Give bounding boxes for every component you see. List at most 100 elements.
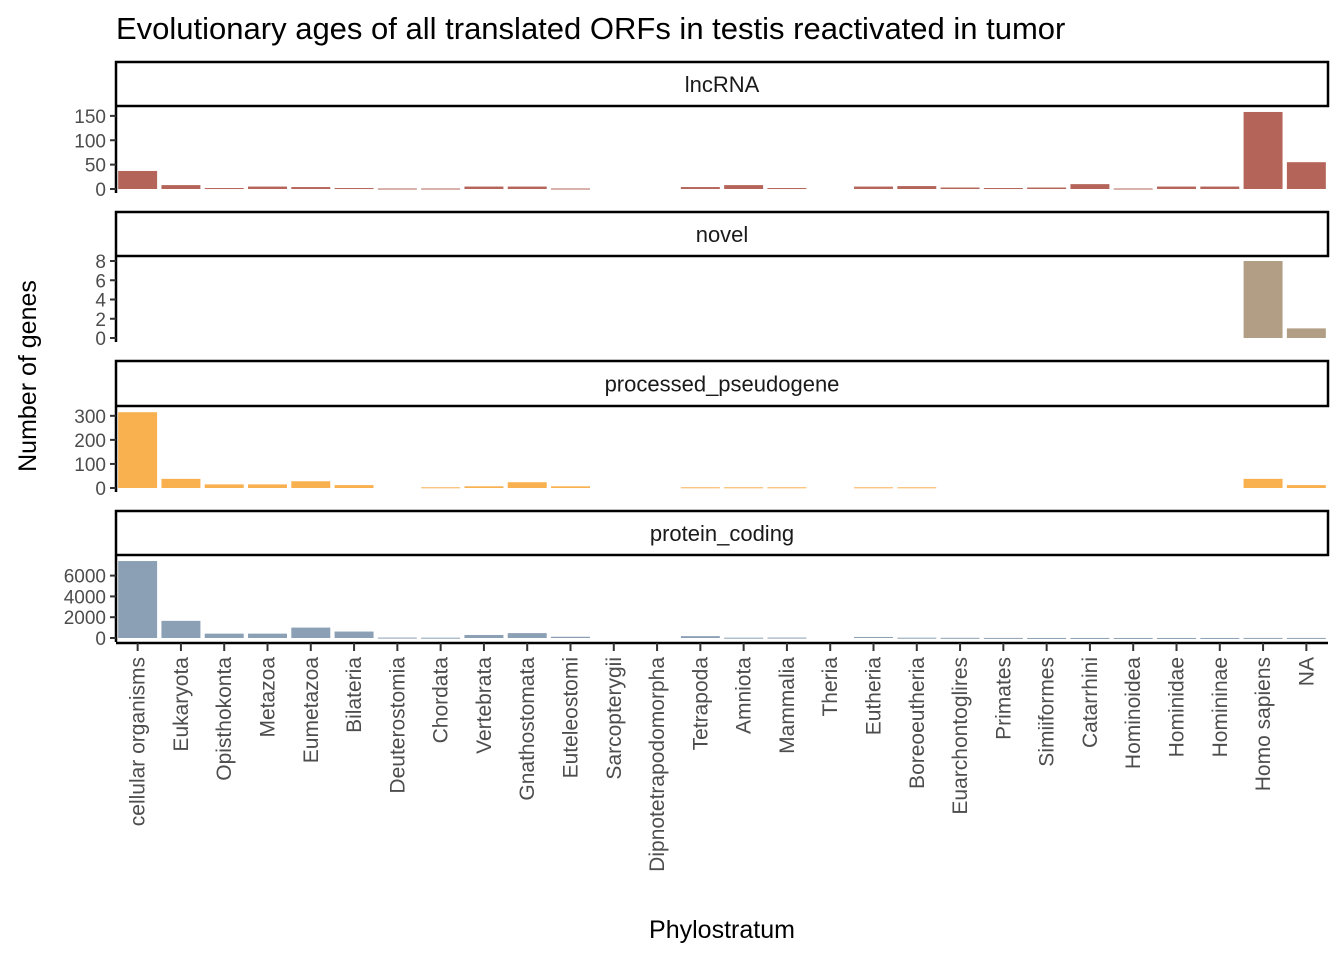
bar-lncRNA-Catarrhini <box>1070 184 1110 190</box>
bar-lncRNA-Euarchontoglires <box>940 187 980 189</box>
x-tick-label: Primates <box>992 657 1015 740</box>
bar-protein_coding-Eukaryota <box>161 620 201 638</box>
x-tick-label: Hominidae <box>1166 657 1189 757</box>
y-tick-label: 0 <box>95 479 106 500</box>
bar-protein_coding-Homininae <box>1200 637 1240 639</box>
bar-processed_pseudogene-Homo-sapiens <box>1243 478 1283 488</box>
x-tick-label: Sarcopterygii <box>603 657 626 780</box>
bar-protein_coding-Euarchontoglires <box>940 637 980 639</box>
x-tick-label: cellular organisms <box>127 657 150 826</box>
y-axis-title: Number of genes <box>14 280 42 472</box>
facet-strip-label: lncRNA <box>685 72 760 97</box>
y-tick-label: 100 <box>74 455 106 476</box>
bar-protein_coding-Primates <box>983 637 1023 639</box>
bar-protein_coding-Chordata <box>421 637 461 639</box>
x-tick-label: Bilateria <box>343 657 366 733</box>
x-tick-label: Theria <box>819 657 842 717</box>
y-tick-label: 2 <box>95 310 106 331</box>
facet-strip <box>114 359 1330 408</box>
bar-novel-NA <box>1286 328 1326 339</box>
facet-strip <box>114 509 1330 557</box>
y-tick-label: 4 <box>95 291 106 312</box>
bar-protein_coding-Vertebrata <box>464 634 504 638</box>
x-axis-title: Phylostratum <box>649 916 795 944</box>
bar-lncRNA-Gnathostomata <box>507 186 547 189</box>
bar-processed_pseudogene-Gnathostomata <box>507 482 547 488</box>
bar-lncRNA-Primates <box>983 188 1023 190</box>
bar-processed_pseudogene-Eukaryota <box>161 478 201 488</box>
facet-strip-label: protein_coding <box>650 521 794 546</box>
bar-lncRNA-Mammalia <box>767 188 807 190</box>
bar-lncRNA-Eukaryota <box>161 185 201 189</box>
bar-protein_coding-Euteleostomi <box>551 636 590 638</box>
y-tick-label: 0 <box>95 180 106 201</box>
y-tick-label: 8 <box>95 252 106 273</box>
bar-processed_pseudogene-Metazoa <box>248 484 287 488</box>
bar-processed_pseudogene-Amniota <box>724 487 764 489</box>
bar-processed_pseudogene-Bilateria <box>334 485 374 488</box>
x-tick-label: Homo sapiens <box>1252 657 1275 791</box>
bar-protein_coding-Bilateria <box>334 631 374 638</box>
bar-processed_pseudogene-Tetrapoda <box>680 487 720 489</box>
bar-lncRNA-Boreoeutheria <box>897 186 937 189</box>
bar-protein_coding-Simiiformes <box>1027 637 1067 639</box>
x-tick-label: Tetrapoda <box>689 657 712 751</box>
bar-lncRNA-Simiiformes <box>1027 187 1067 189</box>
bar-processed_pseudogene-Euteleostomi <box>551 486 590 488</box>
bar-lncRNA-Tetrapoda <box>680 187 720 189</box>
y-tick-label: 6000 <box>64 567 106 588</box>
x-tick-label: Metazoa <box>257 657 280 738</box>
facet-strip-label: processed_pseudogene <box>605 372 840 397</box>
x-tick-label: Homininae <box>1209 657 1232 757</box>
bar-protein_coding-Deuterostomia <box>377 637 417 639</box>
y-tick-label: 6 <box>95 271 106 292</box>
bar-protein_coding-Opisthokonta <box>204 633 244 638</box>
x-tick-label: Hominoidea <box>1122 657 1145 769</box>
bar-protein_coding-NA <box>1286 637 1326 639</box>
bar-protein_coding-Eumetazoa <box>291 627 331 638</box>
y-tick-label: 4000 <box>64 587 106 608</box>
bar-processed_pseudogene-Eumetazoa <box>291 481 331 488</box>
bar-processed_pseudogene-Boreoeutheria <box>897 487 937 489</box>
y-tick-label: 150 <box>74 107 106 128</box>
bar-protein_coding-Hominidae <box>1157 637 1196 639</box>
x-tick-label: Chordata <box>430 657 453 744</box>
bar-protein_coding-Catarrhini <box>1070 637 1110 639</box>
bar-protein_coding-cellular-organisms <box>118 561 158 638</box>
facet-panel-lncRNA: lncRNA 0 50 100 150 <box>74 60 1330 201</box>
bar-protein_coding-Eutheria <box>854 636 893 638</box>
bar-lncRNA-Eutheria <box>854 186 893 189</box>
bar-lncRNA-NA <box>1286 162 1326 189</box>
y-tick-label: 50 <box>85 156 106 177</box>
bar-processed_pseudogene-NA <box>1286 485 1326 488</box>
bar-lncRNA-Vertebrata <box>464 186 504 189</box>
bar-protein_coding-Metazoa <box>248 633 287 638</box>
x-tick-label: Boreoeutheria <box>906 657 929 789</box>
bar-lncRNA-Homo-sapiens <box>1243 111 1283 189</box>
y-tick-label: 100 <box>74 131 106 152</box>
facet-panel-processed_pseudogene: processed_pseudogene 0 100 200 300 <box>74 359 1330 500</box>
bar-lncRNA-Eumetazoa <box>291 187 331 189</box>
bar-protein_coding-Gnathostomata <box>507 633 547 638</box>
bar-lncRNA-cellular-organisms <box>118 170 158 189</box>
y-tick-label: 0 <box>95 329 106 350</box>
bar-protein_coding-Boreoeutheria <box>897 637 937 639</box>
bar-processed_pseudogene-Opisthokonta <box>204 484 244 488</box>
x-tick-label: Simiiformes <box>1036 657 1059 767</box>
x-tick-label: Euteleostomi <box>560 657 583 778</box>
facet-strip <box>114 60 1330 108</box>
bar-lncRNA-Opisthokonta <box>204 188 244 190</box>
x-tick-label: Amniota <box>733 657 756 734</box>
bar-processed_pseudogene-Vertebrata <box>464 486 504 488</box>
x-tick-label: Euarchontoglires <box>949 657 972 815</box>
y-tick-label: 2000 <box>64 608 106 629</box>
bar-lncRNA-Bilateria <box>334 188 374 190</box>
bar-lncRNA-Euteleostomi <box>551 188 590 190</box>
facet-strip <box>114 210 1330 258</box>
x-tick-label: Catarrhini <box>1079 657 1102 748</box>
y-tick-label: 0 <box>95 629 106 650</box>
